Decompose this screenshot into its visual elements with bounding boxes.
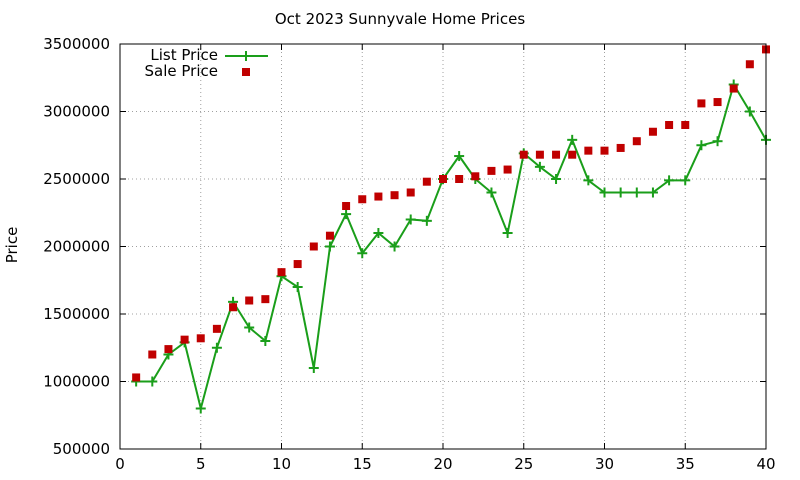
y-tick-label: 1000000 (43, 373, 110, 391)
list-price-point (712, 136, 723, 147)
list-price-point (324, 241, 335, 252)
list-price-point (647, 187, 658, 198)
sale-price-point (697, 99, 706, 108)
list-price-point (583, 175, 594, 186)
list-price-point (211, 342, 222, 353)
list-price-point (341, 209, 352, 220)
plot-frame (119, 43, 767, 450)
sale-price-point (729, 84, 738, 93)
chart-title: Oct 2023 Sunnyvale Home Prices (274, 10, 526, 28)
sale-price-point (503, 165, 512, 174)
list-price-point (486, 187, 497, 198)
list-price-point (534, 161, 545, 172)
sale-price-point (600, 146, 609, 155)
list-price-point (631, 187, 642, 198)
x-tick-label: 40 (756, 455, 775, 473)
x-tick-label: 25 (514, 455, 533, 473)
x-tick-label: 20 (433, 455, 452, 473)
list-price-point (454, 151, 465, 162)
list-price-point (567, 134, 578, 145)
sale-price-point (261, 295, 270, 304)
list-price-point (195, 403, 206, 414)
series-line-list-price (136, 83, 767, 410)
list-price-point (744, 106, 755, 117)
sale-price-point (455, 175, 464, 183)
sale-price-point (471, 172, 480, 181)
sale-price-point (648, 127, 657, 136)
sale-price-point (422, 177, 431, 186)
y-tick-label: 500000 (53, 440, 110, 458)
y-tick-label: 1500000 (43, 305, 110, 323)
list-price-point (599, 187, 610, 198)
list-price-point (615, 187, 626, 198)
y-tick-label: 3500000 (43, 35, 110, 53)
list-price-point (292, 282, 303, 292)
sale-price-point (229, 303, 238, 312)
list-price-point (357, 248, 368, 259)
sale-price-point (325, 231, 334, 240)
list-price-point (389, 241, 400, 252)
legend-label-sale-price: Sale Price (144, 62, 218, 80)
sale-price-point (568, 150, 577, 159)
x-tick-label: 5 (196, 455, 206, 473)
x-tick-label: 30 (595, 455, 614, 473)
list-price-point (147, 376, 158, 387)
legend-sample-list-price-marker (241, 51, 251, 61)
list-price-point (244, 322, 255, 333)
list-price-point (696, 140, 707, 151)
y-tick-label: 2000000 (43, 238, 110, 256)
sale-price-point (616, 143, 625, 152)
list-price-point (260, 336, 271, 346)
sale-price-point (309, 242, 318, 251)
legend-sample-sale-price-marker (242, 68, 250, 76)
sale-price-point (277, 268, 286, 277)
x-tick-label: 15 (353, 455, 372, 473)
list-price-point (373, 228, 384, 238)
axis-ticks: 0 5 10 15 20 25 30 35 40 500000 1000000 1500000 2000… (43, 35, 775, 473)
sale-price-point (374, 192, 383, 201)
sale-price-point (713, 98, 722, 107)
sale-price-point (439, 175, 447, 183)
sale-price-point (487, 166, 496, 175)
sale-price-point (245, 296, 254, 305)
sale-price-point (293, 260, 302, 269)
list-price-point (421, 215, 432, 226)
legend (225, 51, 268, 76)
sale-price-point (535, 150, 544, 159)
sale-price-point (665, 121, 674, 129)
list-price-point (502, 228, 513, 238)
y-tick-label: 3000000 (43, 103, 110, 121)
grid (120, 44, 766, 449)
sale-price-point (406, 188, 415, 197)
sale-price-point (132, 373, 141, 382)
series-layer (131, 45, 771, 414)
list-price-point (405, 214, 416, 225)
sale-price-point (212, 324, 221, 333)
sale-price-point (745, 60, 754, 69)
y-tick-label: 2500000 (43, 170, 110, 188)
sale-price-point (342, 202, 351, 210)
sale-price-point (180, 335, 189, 344)
list-price-point (308, 363, 319, 373)
sale-price-point (519, 150, 528, 159)
sale-price-point (552, 150, 561, 159)
sale-price-point (196, 334, 205, 343)
legend-label-list-price: List Price (150, 46, 218, 64)
sale-price-point (632, 137, 641, 146)
sale-price-point (584, 146, 593, 155)
list-price-point (551, 174, 562, 184)
sale-price-point (148, 350, 157, 359)
sale-price-point (164, 345, 173, 354)
x-tick-label: 10 (272, 455, 291, 473)
list-price-point (664, 175, 675, 186)
x-tick-label: 35 (676, 455, 695, 473)
sale-price-point (681, 121, 690, 129)
sale-price-point (358, 195, 367, 204)
sale-price-point (390, 191, 399, 200)
x-tick-label: 0 (115, 455, 125, 473)
list-price-point (680, 175, 691, 186)
